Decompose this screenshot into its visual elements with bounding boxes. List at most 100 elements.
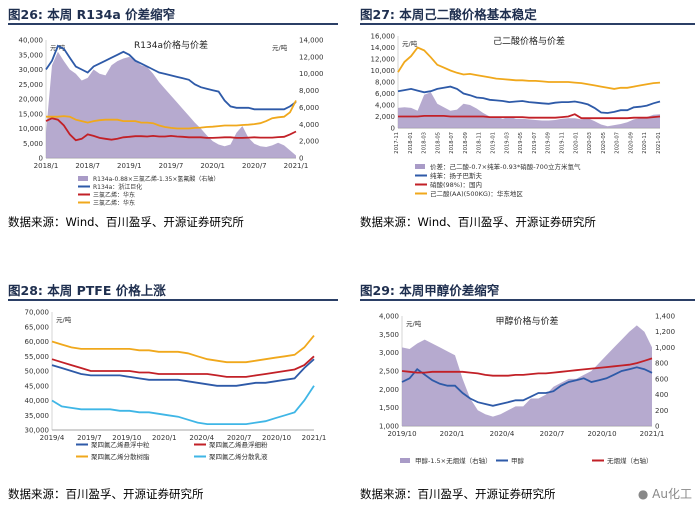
unit-left: 元/吨 [402, 39, 418, 48]
x-tick-label: 2019-03 [504, 132, 510, 154]
legend-label: 纯苯：扬子巴斯夫 [430, 171, 483, 180]
figure-title: 本周 PTFE 价格上涨 [47, 283, 166, 298]
y-tick-label: 1,000 [379, 423, 399, 431]
figure-label: 图26: [8, 7, 43, 22]
legend-label: R134a-0.88×三氯乙烯-1.35×氢氟酸（右轴） [93, 175, 219, 183]
y-tick-label: 16,000 [371, 33, 396, 41]
y2-tick-label: 1,400 [655, 313, 675, 321]
x-tick-label: 2020/10 [587, 430, 616, 438]
x-tick-label: 2021/1 [284, 162, 309, 170]
y-tick-label: 35,000 [19, 51, 44, 59]
x-tick-label: 2020/10 [262, 434, 291, 442]
y-tick-label: 10,000 [19, 125, 44, 133]
y-tick-label: 3,500 [379, 331, 399, 339]
y-tick-label: 25,000 [19, 81, 44, 89]
series-area-0 [398, 92, 660, 128]
y-tick-label: 10,000 [371, 67, 396, 75]
series-area-0 [402, 325, 652, 426]
y-tick-label: 70,000 [25, 309, 50, 317]
y-tick-label: 45,000 [25, 382, 50, 390]
unit-right: 元/吨 [272, 43, 288, 52]
x-tick-label: 2021-01 [656, 132, 662, 154]
legend-label: 己二酸(AA)(500KG)：华东地区 [430, 189, 523, 198]
y-tick-label: 40,000 [19, 37, 44, 45]
x-tick-label: 2018-01 [408, 132, 414, 154]
x-tick-label: 2020/1 [152, 434, 177, 442]
figure-heading: 图26: 本周 R134a 价差缩窄 [8, 4, 175, 23]
chart-title: R134a价格与价差 [134, 39, 208, 51]
chart-ptfe: 元/吨 30,000 35,000 40,000 45,000 50,000 55,000 6… [25, 309, 327, 462]
x-tick-label: 2020-11 [642, 132, 648, 154]
legend-label: 聚四氟乙烯分散树脂 [91, 452, 150, 461]
series-area-0 [46, 51, 296, 158]
figure-title: 本周 R134a 价差缩窄 [47, 7, 176, 22]
y-tick-label: 50,000 [25, 368, 50, 376]
chart-methanol: 甲醇价格与价差 元/吨 1,000 1,500 2,000 2,500 3,000 3,500… [379, 313, 675, 466]
y2-tick-label: 2,000 [299, 138, 319, 146]
legend-label: 聚四氟乙烯悬浮细粉 [209, 440, 268, 449]
unit-left: 元/吨 [406, 319, 422, 328]
legend-label: 价差：己二酸-0.7×纯苯-0.93*硝酸-700立方米氢气 [430, 162, 581, 171]
y2-tick-label: 1,000 [655, 344, 675, 352]
x-tick-label: 2019-01 [491, 132, 497, 154]
y2-tick-label: 0 [299, 155, 303, 163]
y-tick-label: 0 [391, 125, 395, 133]
y-tick-label: 4,000 [375, 102, 395, 110]
x-tick-label: 2019-11 [559, 132, 565, 154]
y2-tick-label: 12,000 [299, 53, 324, 61]
title-rule [360, 23, 695, 25]
panel-adipic: 图27: 本周己二酸价格基本稳定 己二酸价格与价差 元/吨 0 2,000 4,000 6… [360, 4, 695, 244]
y-tick-label: 30,000 [25, 427, 50, 435]
x-tick-label: 2020/7 [227, 434, 252, 442]
y-tick-label: 55,000 [25, 353, 50, 361]
y2-tick-label: 200 [655, 407, 668, 415]
legend-label: 聚四氟乙烯分散乳液 [209, 452, 268, 461]
x-tick-label: 2020-05 [601, 132, 607, 154]
y2-tick-label: 800 [655, 360, 668, 368]
x-tick-label: 2018/1 [34, 162, 59, 170]
y-tick-label: 14,000 [371, 44, 396, 52]
y-tick-label: 65,000 [25, 323, 50, 331]
series-line-2 [51, 335, 315, 364]
y-tick-label: 30,000 [19, 66, 44, 74]
y-tick-label: 8,000 [375, 79, 395, 87]
legend-swatch [78, 176, 88, 181]
y-tick-label: 2,000 [379, 386, 399, 394]
x-tick-label: 2018-09 [463, 132, 469, 154]
y-tick-label: 5,000 [23, 140, 43, 148]
x-tick-label: 2018-03 [422, 132, 428, 154]
panel-methanol: 图29: 本周甲醇价差缩窄 甲醇价格与价差 元/吨 1,000 1,500 2,000 2… [360, 280, 695, 502]
legend-label: R134a：浙江巨化 [93, 183, 142, 191]
x-tick-label: 2020-09 [628, 132, 634, 154]
watermark-text: Au化工 [652, 487, 692, 501]
y-tick-label: 40,000 [25, 397, 50, 405]
x-tick-label: 2019/1 [117, 162, 142, 170]
series-line-3 [51, 385, 315, 425]
x-tick-label: 2021/1 [640, 430, 665, 438]
x-tick-label: 2019/10 [112, 434, 141, 442]
series-line-2 [45, 117, 297, 142]
x-tick-label: 2020/1 [440, 430, 465, 438]
legend-swatch [415, 164, 425, 169]
chart-adipic: 己二酸价格与价差 元/吨 0 2,000 4,000 6,000 8,000 10,000 12… [371, 33, 663, 199]
series-line-3 [397, 46, 661, 90]
series-line-1 [45, 44, 297, 111]
series-line-3 [46, 100, 297, 130]
x-tick-label: 2020-03 [587, 132, 593, 154]
legend-label: 硝酸(98%)：国内 [430, 180, 482, 189]
unit-left: 元/吨 [56, 315, 72, 324]
figure-heading: 图29: 本周甲醇价差缩窄 [360, 280, 499, 299]
y-tick-label: 0 [39, 155, 43, 163]
chart-title: 甲醇价格与价差 [495, 315, 558, 327]
x-tick-label: 2020/4 [189, 434, 214, 442]
y-tick-label: 20,000 [19, 96, 44, 104]
x-tick-label: 2019/7 [77, 434, 102, 442]
x-tick-label: 2021/1 [302, 434, 327, 442]
y-tick-label: 35,000 [25, 412, 50, 420]
y-tick-label: 12,000 [371, 56, 396, 64]
figure-label: 图28: [8, 283, 43, 298]
y-tick-label: 60,000 [25, 338, 50, 346]
figure-label: 图27: [360, 7, 395, 22]
title-rule [8, 23, 338, 25]
legend-swatch [400, 458, 410, 463]
